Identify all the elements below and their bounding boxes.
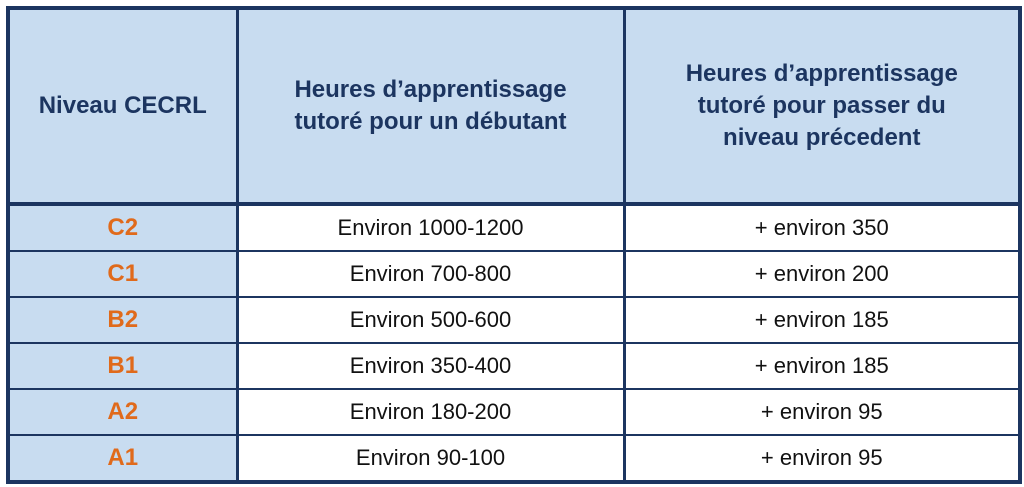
hours-cell: + environ 95 [622,434,1022,482]
header-cell: Heures d’apprentissage tutoré pour un dé… [235,8,626,206]
header-text: Heures d’apprentissage tutoré pour un dé… [294,76,567,135]
table-row: C1 Environ 700-800 + environ 200 [6,250,1022,297]
hours-table: Niveau CECRL Heures d’apprentissage tutor… [6,6,1022,484]
header-text: Heures d’apprentissage tutoré pour passe… [685,60,958,151]
level-cell: B2 [6,296,239,343]
table-row: B1 Environ 350-400 + environ 185 [6,342,1022,389]
table-body: C2 Environ 1000-1200 + environ 350 C1 Enviro… [6,203,1022,482]
hours-cell: Environ 180-200 [235,388,626,435]
hours-cell: + environ 350 [622,203,1022,251]
hours-cell: + environ 95 [622,388,1022,435]
level-cell: B1 [6,342,239,389]
table-wrap: Niveau CECRL Heures d’apprentissage tutor… [6,6,1022,484]
header-text: Niveau CECRL [38,92,207,119]
hours-cell: Environ 700-800 [235,250,626,297]
hours-cell: Environ 1000-1200 [235,203,626,251]
hours-cell: + environ 200 [622,250,1022,297]
level-cell: A2 [6,388,239,435]
table-row: A2 Environ 180-200 + environ 95 [6,388,1022,435]
hours-cell: Environ 350-400 [235,342,626,389]
level-cell: A1 [6,434,239,482]
table-row: A1 Environ 90-100 + environ 95 [6,434,1022,482]
header-row: Niveau CECRL Heures d’apprentissage tutor… [6,8,1022,206]
hours-cell: + environ 185 [622,342,1022,389]
hours-cell: Environ 90-100 [235,434,626,482]
level-cell: C2 [6,203,239,251]
hours-cell: + environ 185 [622,296,1022,343]
hours-cell: Environ 500-600 [235,296,626,343]
header-cell: Niveau CECRL [6,8,239,206]
level-cell: C1 [6,250,239,297]
table-row: C2 Environ 1000-1200 + environ 350 [6,203,1022,251]
table-row: B2 Environ 500-600 + environ 185 [6,296,1022,343]
header-cell: Heures d’apprentissage tutoré pour passe… [622,8,1022,206]
